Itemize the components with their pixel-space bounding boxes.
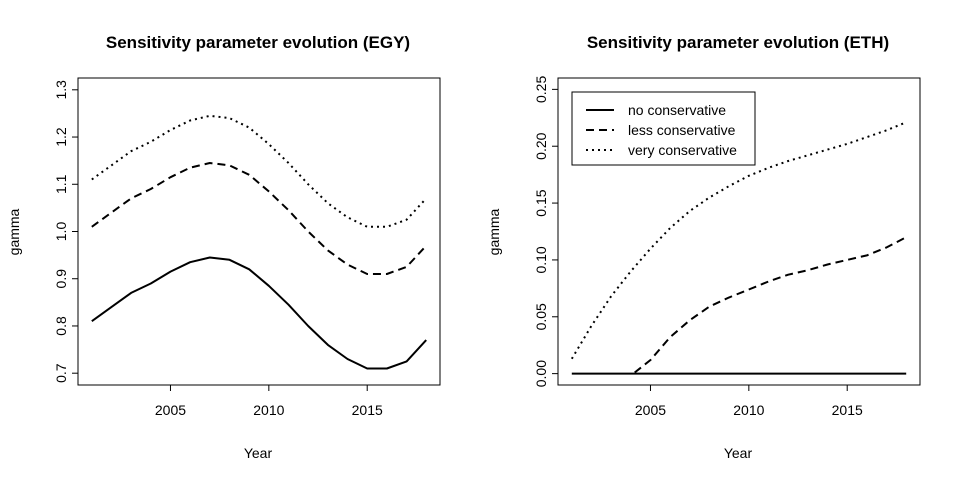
series-line-dotted xyxy=(570,121,907,360)
chart-title: Sensitivity parameter evolution (ETH) xyxy=(587,33,889,52)
x-tick-label: 2005 xyxy=(155,402,186,418)
plot-frame xyxy=(77,77,441,386)
y-tick-label: 1.0 xyxy=(53,222,69,242)
y-tick-label: 1.1 xyxy=(53,174,69,194)
y-axis-label: gamma xyxy=(6,208,22,255)
y-tick-label: 0.8 xyxy=(53,316,69,336)
x-axis-label: Year xyxy=(244,445,273,461)
x-tick-label: 2015 xyxy=(352,402,383,418)
y-tick-label: 0.10 xyxy=(533,246,549,273)
y-tick-label: 0.20 xyxy=(533,132,549,159)
legend-entry: no conservative xyxy=(628,102,726,118)
series-line-dotted xyxy=(91,114,427,228)
x-axis-label: Year xyxy=(724,445,753,461)
series-group xyxy=(570,121,907,375)
y-tick-label: 1.2 xyxy=(53,127,69,147)
x-axis: 2005 2010 2015 xyxy=(155,385,383,418)
y-axis: 0.00 0.05 0.10 0.15 0.20 0.25 xyxy=(533,76,558,387)
y-tick-label: 0.05 xyxy=(533,303,549,330)
series-line-dashed xyxy=(634,236,907,374)
y-tick-label: 0.7 xyxy=(53,363,69,383)
y-tick-label: 1.3 xyxy=(53,80,69,100)
series-line-solid xyxy=(91,256,427,370)
legend-entry: very conservative xyxy=(628,142,737,158)
x-tick-label: 2015 xyxy=(832,402,863,418)
series-group xyxy=(91,114,427,370)
x-tick-label: 2010 xyxy=(733,402,764,418)
plot-frame xyxy=(557,77,921,386)
x-tick-label: 2010 xyxy=(253,402,284,418)
y-tick-label: 0.9 xyxy=(53,269,69,289)
y-tick-label: 0.25 xyxy=(533,76,549,103)
x-tick-label: 2005 xyxy=(635,402,666,418)
y-tick-label: 0.00 xyxy=(533,360,549,387)
legend: no conservative less conservative very c… xyxy=(571,91,756,166)
y-tick-label: 0.15 xyxy=(533,189,549,216)
legend-box xyxy=(571,91,756,166)
chart-title: Sensitivity parameter evolution (EGY) xyxy=(106,33,410,52)
x-axis: 2005 2010 2015 xyxy=(635,385,863,418)
legend-entry: less conservative xyxy=(628,122,736,138)
chart-egy: Sensitivity parameter evolution (EGY) Ye… xyxy=(6,33,441,461)
chart-eth: Sensitivity parameter evolution (ETH) Ye… xyxy=(486,33,921,461)
y-axis-label: gamma xyxy=(486,208,502,255)
y-axis: 0.7 0.8 0.9 1.0 1.1 1.2 1.3 xyxy=(53,80,78,383)
series-line-dashed xyxy=(91,162,427,275)
